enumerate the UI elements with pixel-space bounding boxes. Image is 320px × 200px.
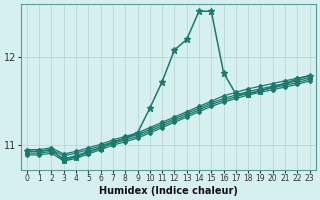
X-axis label: Humidex (Indice chaleur): Humidex (Indice chaleur) xyxy=(99,186,238,196)
